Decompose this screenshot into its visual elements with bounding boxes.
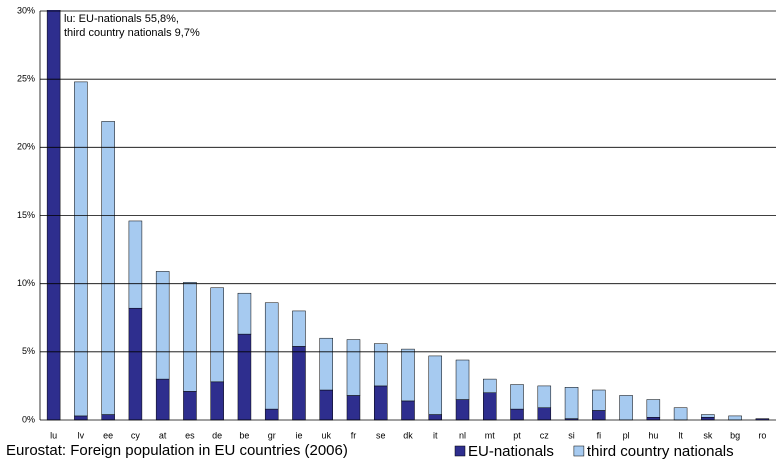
bar-segment [592, 389, 606, 411]
bar-segment [292, 346, 306, 421]
x-tick-label: it [433, 430, 438, 440]
bar-segment [483, 392, 497, 421]
x-tick-label: fi [597, 430, 602, 440]
x-tick-label: lv [78, 430, 85, 440]
bar-segment [155, 271, 170, 380]
bar-segment [401, 400, 415, 421]
bar-segment [646, 417, 661, 421]
plot-area [46, 10, 770, 421]
bar-segment [210, 381, 224, 421]
x-tick-label: mt [485, 430, 495, 440]
bar-segment [237, 292, 252, 335]
bar-segment [46, 10, 61, 421]
bar-segment [101, 121, 115, 415]
bar-segment [74, 415, 88, 421]
legend-swatch [454, 445, 466, 457]
bar-segment [510, 408, 524, 421]
bar-segment [373, 343, 388, 387]
x-tick-label: nl [459, 430, 466, 440]
x-tick-label: at [159, 430, 167, 440]
bar-segment [155, 378, 170, 421]
x-tick-label: ee [103, 430, 113, 440]
bar-segment [564, 387, 579, 419]
bar-segment [673, 407, 688, 421]
bar-segment [483, 378, 497, 393]
x-tick-label: bg [730, 430, 740, 440]
bar-segment [183, 282, 197, 392]
x-tick-label: sk [703, 430, 713, 440]
bar-segment [537, 407, 552, 421]
x-tick-label: cy [131, 430, 141, 440]
legend-label: third country nationals [587, 443, 734, 460]
bar-segment [101, 414, 115, 421]
annotation: third country nationals 9,7% [64, 27, 200, 39]
x-tick-label: lu [50, 430, 57, 440]
legend-label: EU-nationals [468, 443, 554, 460]
chart-title: Eurostat: Foreign population in EU count… [6, 442, 348, 459]
bar-segment [237, 333, 252, 421]
x-tick-label: be [239, 430, 249, 440]
y-tick-label: 30% [17, 5, 35, 15]
bar-segment [455, 359, 470, 400]
bar-segment [428, 414, 443, 421]
bar-segment [510, 384, 524, 410]
x-tick-label: pt [513, 430, 521, 440]
bar-segment [264, 302, 279, 410]
x-tick-label: cz [540, 430, 550, 440]
x-tick-label: gr [268, 430, 276, 440]
bar-segment [701, 417, 715, 421]
bar-segment [346, 395, 361, 421]
y-tick-label: 0% [22, 414, 35, 424]
bar-segment [401, 348, 415, 402]
x-tick-label: ie [295, 430, 302, 440]
bar-segment [292, 310, 306, 347]
bar-segment [183, 391, 197, 421]
y-tick-label: 25% [17, 74, 35, 84]
bar-segment [701, 414, 715, 418]
bar-segment [319, 389, 333, 421]
y-tick-label: 20% [17, 142, 35, 152]
x-tick-label: fr [351, 430, 357, 440]
x-tick-label: ro [758, 430, 766, 440]
bar-segment [128, 307, 143, 421]
x-tick-label: hu [648, 430, 658, 440]
x-tick-label: lt [678, 430, 683, 440]
bar-segment [592, 410, 606, 421]
bar-segment [646, 399, 661, 418]
x-tick-label: de [212, 430, 222, 440]
annotation: lu: EU-nationals 55,8%, [64, 13, 179, 25]
bar-segment [264, 408, 279, 421]
bar-segment [537, 385, 552, 408]
x-tick-label: dk [403, 430, 413, 440]
x-tick-label: se [376, 430, 386, 440]
bar-segment [128, 220, 143, 309]
bar-segment [728, 415, 742, 421]
x-tick-label: es [185, 430, 195, 440]
bar-segment [619, 395, 633, 421]
bar-segment [455, 399, 470, 421]
legend-swatch [573, 445, 585, 457]
x-tick-label: pl [623, 430, 630, 440]
bar-segment [210, 287, 224, 383]
bar-segment [74, 81, 88, 417]
y-tick-label: 15% [17, 210, 35, 220]
y-tick-label: 5% [22, 346, 35, 356]
bar-segment [346, 339, 361, 396]
bar-segment [428, 355, 443, 415]
bar-segment [373, 385, 388, 421]
x-tick-label: si [568, 430, 575, 440]
x-tick-label: uk [321, 430, 331, 440]
bar-segment [319, 337, 333, 391]
y-tick-label: 10% [17, 278, 35, 288]
